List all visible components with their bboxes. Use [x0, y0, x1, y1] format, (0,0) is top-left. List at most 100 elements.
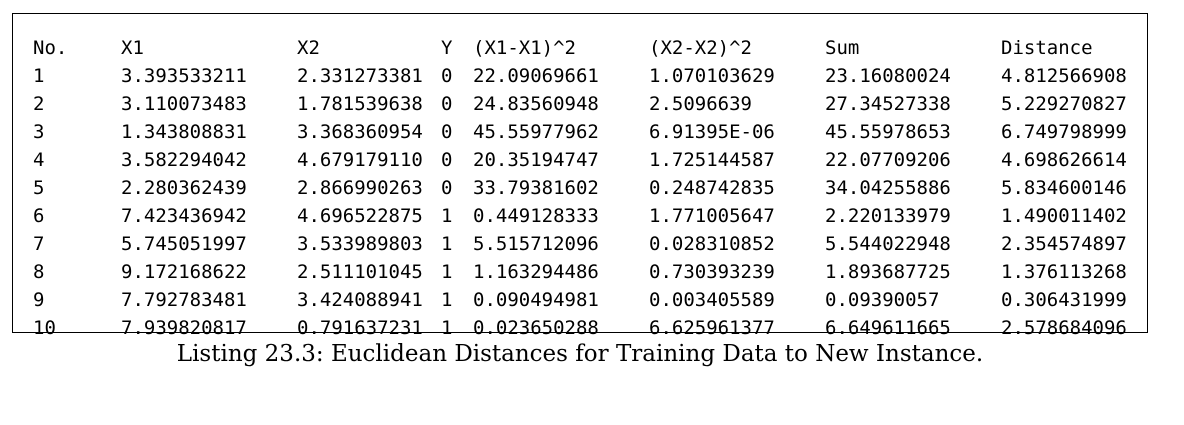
table-cell: 1.490011402: [1001, 205, 1127, 227]
table-cell: 45.55978653: [825, 121, 951, 143]
table-cell: 3.393533211: [121, 65, 247, 87]
table-cell: 1.725144587: [649, 149, 775, 171]
column-header: Distance: [1001, 37, 1093, 59]
table-cell: 24.83560948: [473, 93, 599, 115]
table-cell: 6.649611665: [825, 317, 951, 339]
table-cell: 7.423436942: [121, 205, 247, 227]
table-cell: 5.544022948: [825, 233, 951, 255]
table-cell: 1.781539638: [297, 93, 423, 115]
table-cell: 8: [33, 261, 45, 283]
listing-caption: Listing 23.3: Euclidean Distances for Tr…: [176, 341, 984, 367]
table-row: 3 1.343808831 3.368360954 0 45.55977962 6.913…: [33, 118, 1141, 146]
table-cell: 1: [441, 317, 453, 339]
table-cell: 0.028310852: [649, 233, 775, 255]
table-row: 2 3.110073483 1.781539638 0 24.83560948 2.509…: [33, 90, 1141, 118]
table-cell: 0.090494981: [473, 289, 599, 311]
table-cell: 1: [441, 233, 453, 255]
table-cell: 2.578684096: [1001, 317, 1127, 339]
table-row: 7 5.745051997 3.533989803 1 5.515712096 0.028…: [33, 230, 1141, 258]
table-cell: 9.172168622: [121, 261, 247, 283]
table-row: 9 7.792783481 3.424088941 1 0.090494981 0.003…: [33, 286, 1141, 314]
table-cell: 2: [33, 93, 45, 115]
table-cell: 9: [33, 289, 45, 311]
table-cell: 2.354574897: [1001, 233, 1127, 255]
table-cell: 5: [33, 177, 45, 199]
table-cell: 1: [441, 289, 453, 311]
table-cell: 4.698626614: [1001, 149, 1127, 171]
column-header: (X1-X1)^2: [473, 37, 576, 59]
table-cell: 1.771005647: [649, 205, 775, 227]
table-cell: 5.229270827: [1001, 93, 1127, 115]
table-cell: 0.306431999: [1001, 289, 1127, 311]
table-cell: 0.449128333: [473, 205, 599, 227]
table-cell: 2.866990263: [297, 177, 423, 199]
column-header: (X2-X2)^2: [649, 37, 752, 59]
column-header: No.: [33, 37, 68, 59]
table-cell: 1.376113268: [1001, 261, 1127, 283]
table-body: No. X1 X2 Y (X1-X1)^2 (X2-X2)^2 Sum Distance 1 3.…: [33, 34, 1141, 342]
listing-box: No. X1 X2 Y (X1-X1)^2 (X2-X2)^2 Sum Distance 1 3.…: [12, 13, 1148, 339]
table-cell: 1.343808831: [121, 121, 247, 143]
column-header: Sum: [825, 37, 860, 59]
table-cell: 6.625961377: [649, 317, 775, 339]
table-cell: 4.696522875: [297, 205, 423, 227]
table-cell: 4: [33, 149, 45, 171]
table-cell: 0.248742835: [649, 177, 775, 199]
table-cell: 10: [33, 317, 56, 339]
table-cell: 0.003405589: [649, 289, 775, 311]
table-cell: 6.749798999: [1001, 121, 1127, 143]
table-cell: 20.35194747: [473, 149, 599, 171]
column-header: Y: [441, 37, 453, 59]
table-cell: 3.582294042: [121, 149, 247, 171]
table-cell: 1: [33, 65, 45, 87]
header-row: No. X1 X2 Y (X1-X1)^2 (X2-X2)^2 Sum Distance: [33, 34, 1141, 62]
table-cell: 6.91395E-06: [649, 121, 775, 143]
table-cell: 2.511101045: [297, 261, 423, 283]
table-row: 4 3.582294042 4.679179110 0 20.35194747 1.725…: [33, 146, 1141, 174]
table-cell: 0: [441, 177, 453, 199]
table-cell: 3.110073483: [121, 93, 247, 115]
table-cell: 1.070103629: [649, 65, 775, 87]
table-cell: 5.515712096: [473, 233, 599, 255]
table-cell: 3: [33, 121, 45, 143]
distance-table: No. X1 X2 Y (X1-X1)^2 (X2-X2)^2 Sum Distance 1 3.…: [33, 34, 1141, 342]
table-cell: 2.331273381: [297, 65, 423, 87]
table-cell: 7: [33, 233, 45, 255]
table-cell: 0.791637231: [297, 317, 423, 339]
column-header: X2: [297, 37, 320, 59]
table-row: 5 2.280362439 2.866990263 0 33.79381602 0.248…: [33, 174, 1141, 202]
table-cell: 5.745051997: [121, 233, 247, 255]
table-cell: 22.07709206: [825, 149, 951, 171]
table-cell: 2.280362439: [121, 177, 247, 199]
table-cell: 6: [33, 205, 45, 227]
table-cell: 7.792783481: [121, 289, 247, 311]
table-cell: 2.220133979: [825, 205, 951, 227]
table-cell: 0: [441, 121, 453, 143]
table-row: 1 3.393533211 2.331273381 0 22.09069661 1.070…: [33, 62, 1141, 90]
table-cell: 1.893687725: [825, 261, 951, 283]
table-cell: 0.023650288: [473, 317, 599, 339]
table-cell: 34.04255886: [825, 177, 951, 199]
table-cell: 3.368360954: [297, 121, 423, 143]
table-cell: 1: [441, 205, 453, 227]
table-cell: 2.5096639: [649, 93, 752, 115]
table-row: 6 7.423436942 4.696522875 1 0.449128333 1.771…: [33, 202, 1141, 230]
table-cell: 0.730393239: [649, 261, 775, 283]
table-cell: 0: [441, 149, 453, 171]
table-cell: 0: [441, 65, 453, 87]
table-cell: 5.834600146: [1001, 177, 1127, 199]
table-cell: 0: [441, 93, 453, 115]
table-cell: 27.34527338: [825, 93, 951, 115]
table-cell: 1: [441, 261, 453, 283]
table-cell: 4.679179110: [297, 149, 423, 171]
table-cell: 33.79381602: [473, 177, 599, 199]
table-cell: 4.812566908: [1001, 65, 1127, 87]
table-cell: 45.55977962: [473, 121, 599, 143]
table-cell: 0.09390057: [825, 289, 940, 311]
table-cell: 7.939820817: [121, 317, 247, 339]
table-cell: 3.424088941: [297, 289, 423, 311]
table-cell: 1.163294486: [473, 261, 599, 283]
table-row: 8 9.172168622 2.511101045 1 1.163294486 0.730…: [33, 258, 1141, 286]
column-header: X1: [121, 37, 144, 59]
table-cell: 3.533989803: [297, 233, 423, 255]
